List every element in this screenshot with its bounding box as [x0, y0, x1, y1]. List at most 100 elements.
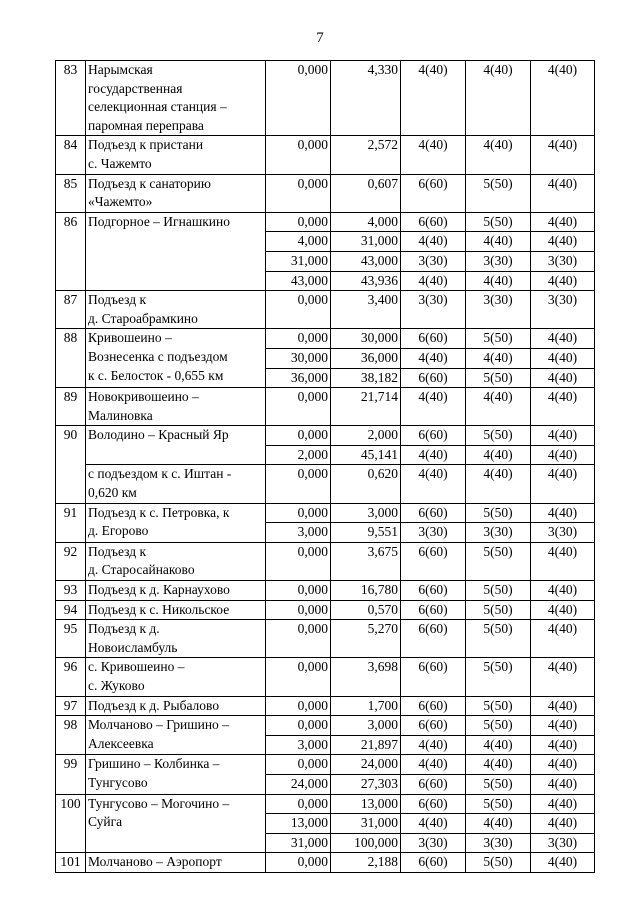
road-name-cell: Подъезд к д. Карнаухово	[85, 580, 266, 601]
km-from-cell: 0,000	[265, 619, 331, 659]
speed-limit-cell: 5(50)	[465, 580, 531, 601]
speed-limit-cell: 4(40)	[530, 464, 595, 504]
speed-limit-cell: 5(50)	[465, 328, 531, 349]
speed-limit-cell: 4(40)	[400, 734, 466, 756]
speed-limit-cell: 6(60)	[400, 695, 466, 717]
speed-limit-cell: 5(50)	[465, 173, 531, 213]
road-number-cell: 97	[55, 695, 86, 717]
table-row: 31,000 100,000 3(30) 3(30) 3(30)	[56, 832, 595, 854]
speed-limit-cell: 4(40)	[465, 270, 531, 292]
road-number-cell: 88	[55, 328, 86, 389]
km-to-cell: 38,182	[330, 367, 401, 389]
km-from-cell: 0,000	[265, 541, 331, 582]
speed-limit-cell: 6(60)	[400, 599, 466, 621]
km-from-cell: 0,000	[265, 387, 331, 427]
speed-limit-cell: 4(40)	[465, 444, 531, 466]
speed-limit-cell: 4(40)	[530, 425, 595, 446]
km-from-cell: 0,000	[265, 173, 331, 213]
road-number-cell: 83	[55, 59, 86, 137]
table-row: 97 Подъезд к д. Рыбалово 0,000 1,700 6(60) 5(…	[55, 695, 595, 717]
km-from-cell: 31,000	[265, 832, 331, 854]
km-to-cell: 43,936	[330, 270, 401, 292]
table-row: 89 Новокривошеино – Малиновка 0,000 21,714 4…	[55, 387, 595, 427]
speed-limit-cell: 4(40)	[400, 444, 466, 466]
speed-limit-cell: 3(30)	[400, 832, 466, 854]
km-to-cell: 45,141	[330, 444, 401, 466]
km-from-cell: 0,000	[265, 852, 331, 873]
km-to-cell: 16,780	[330, 580, 401, 601]
speed-limit-cell: 4(40)	[400, 347, 466, 369]
km-to-cell: 2,188	[330, 852, 401, 873]
road-number-cell: 96	[55, 657, 86, 697]
km-to-cell: 0,620	[330, 464, 401, 504]
km-to-cell: 3,698	[330, 657, 401, 697]
speed-limit-cell: 4(40)	[530, 347, 595, 369]
speed-limit-cell: 5(50)	[465, 852, 531, 873]
speed-limit-cell: 6(60)	[400, 425, 466, 446]
speed-limit-cell: 3(30)	[530, 250, 595, 272]
km-from-cell: 0,000	[265, 754, 331, 775]
km-to-cell: 100,000	[330, 832, 401, 854]
km-to-cell: 21,714	[330, 387, 401, 427]
km-to-cell: 31,000	[330, 231, 401, 252]
road-number-cell: 98	[55, 715, 86, 756]
speed-limit-cell: 4(40)	[530, 734, 595, 756]
speed-limit-cell: 4(40)	[530, 270, 595, 292]
km-to-cell: 1,700	[330, 695, 401, 717]
road-number-cell: 91	[55, 502, 86, 543]
table-row: 30,000 36,000 4(40) 4(40) 4(40)	[56, 347, 595, 369]
road-name-cell: с. Кривошеино – с. Жуково	[85, 657, 266, 697]
km-to-cell: 0,607	[330, 173, 401, 213]
km-from-cell: 0,000	[265, 793, 331, 815]
speed-limit-cell: 6(60)	[400, 773, 466, 795]
speed-limit-cell: 6(60)	[400, 715, 466, 736]
speed-limit-cell: 4(40)	[530, 599, 595, 621]
speed-limit-cell: 5(50)	[465, 425, 531, 446]
km-to-cell: 3,000	[330, 715, 401, 736]
km-from-cell: 0,000	[265, 328, 331, 349]
speed-limit-cell: 6(60)	[400, 541, 466, 582]
speed-limit-cell: 5(50)	[465, 211, 531, 233]
speed-limit-cell: 4(40)	[530, 773, 595, 795]
speed-limit-cell: 4(40)	[400, 754, 466, 775]
speed-limit-cell: 5(50)	[465, 541, 531, 582]
road-name-cell: Подъезд к санаторию «Чажемто»	[85, 173, 266, 213]
speed-limit-cell: 4(40)	[465, 754, 531, 775]
table-row: 91 Подъезд к с. Петровка, к д. Егорово 0,0…	[55, 502, 595, 543]
speed-limit-cell: 4(40)	[530, 619, 595, 659]
road-number-cell: 92	[55, 541, 86, 582]
speed-limit-cell: 4(40)	[400, 464, 466, 504]
speed-limit-cell: 5(50)	[465, 715, 531, 736]
road-name-cell: Тунгусово – Могочино – Суйга	[85, 793, 266, 854]
km-to-cell: 2,000	[330, 425, 401, 446]
km-from-cell: 0,000	[265, 657, 331, 697]
speed-limit-cell: 4(40)	[465, 231, 531, 252]
table-row: 101 Молчаново – Аэропорт 0,000 2,188 6(60) 5(…	[55, 852, 595, 873]
table-row: 88 Кривошеино – Вознесенка с подъездом к …	[55, 328, 595, 389]
table-row: 84 Подъезд к пристани с. Чажемто 0,000 2,57…	[55, 135, 595, 175]
km-from-cell: 3,000	[265, 734, 331, 756]
speed-limit-cell: 5(50)	[465, 619, 531, 659]
road-name-cell: Подъезд к пристани с. Чажемто	[85, 135, 266, 175]
road-number-cell: 86	[55, 211, 86, 292]
km-to-cell: 3,675	[330, 541, 401, 582]
table-row: 92 Подъезд к д. Старосайнаково 0,000 3,675 6…	[55, 541, 595, 582]
table-row: 87 Подъезд к д. Староабрамкино 0,000 3,400 3…	[55, 290, 595, 330]
road-number-cell: 85	[55, 173, 86, 213]
speed-limit-cell: 4(40)	[530, 231, 595, 252]
km-from-cell: 4,000	[265, 231, 331, 252]
speed-limit-cell: 6(60)	[400, 657, 466, 697]
speed-limit-cell: 4(40)	[400, 387, 466, 427]
table-row: 83 Нарымская государственная селекционная…	[55, 59, 595, 137]
table-row: 94 Подъезд к с. Никольское 0,000 0,570 6(60)…	[55, 599, 595, 621]
speed-limit-cell: 4(40)	[530, 387, 595, 427]
road-name-cell: Подъезд к д. Старосайнаково	[85, 541, 266, 582]
speed-limit-cell: 6(60)	[400, 502, 466, 524]
road-name-cell: Молчаново – Гришино – Алексеевка	[85, 715, 266, 756]
table-row: 100 Тунгусово – Могочино – Суйга 0,000 13,0…	[55, 793, 595, 854]
road-number-cell: 93	[55, 580, 86, 601]
speed-limit-cell: 4(40)	[400, 270, 466, 292]
speed-limit-cell: 6(60)	[400, 211, 466, 233]
table-row: 3,000 21,897 4(40) 4(40) 4(40)	[56, 734, 595, 756]
speed-limit-cell: 4(40)	[530, 695, 595, 717]
